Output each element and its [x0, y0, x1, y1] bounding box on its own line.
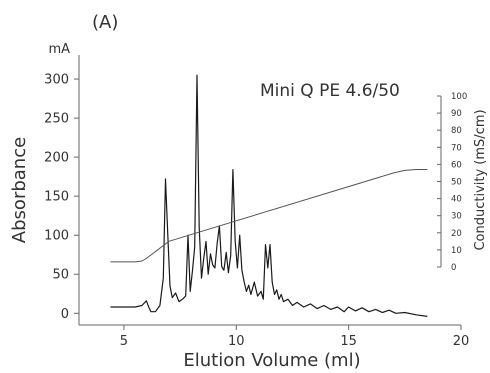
y2-tick-label: 80 [451, 126, 462, 136]
y-unit-label: mA [48, 42, 70, 57]
conductivity-trace [110, 169, 428, 263]
y2-tick-label: 30 [451, 212, 462, 222]
absorbance-trace [110, 74, 428, 317]
y2-tick-label: 50 [451, 178, 462, 188]
y2-tick-label: 60 [451, 160, 462, 170]
y-tick-label: 0 [61, 307, 69, 322]
y2-tick-label: 0 [451, 263, 456, 273]
y-axis-title: Absorbance [9, 137, 30, 243]
y2-tick-label: 90 [451, 109, 462, 119]
y-tick-label: 100 [44, 229, 69, 244]
y-tick-label: 250 [44, 112, 69, 127]
x-axis-title: Elution Volume (ml) [183, 350, 360, 371]
y-tick-label: 200 [44, 151, 69, 166]
y2-tick-label: 40 [451, 195, 462, 205]
y2-tick-label: 100 [451, 92, 467, 102]
y-tick-label: 150 [44, 190, 69, 205]
y-tick-label: 300 [44, 73, 69, 88]
y2-axis-title: Conductivity (mS/cm) [473, 109, 488, 250]
y-tick-label: 50 [52, 268, 69, 283]
series-group [110, 74, 428, 317]
x-tick-label: 20 [453, 334, 470, 349]
y2-tick-label: 70 [451, 143, 462, 153]
annotation-column-name: Mini Q PE 4.6/50 [260, 81, 400, 101]
y2-tick-label: 10 [451, 246, 462, 256]
panel-label: (A) [92, 12, 118, 33]
y2-tick-label: 20 [451, 229, 462, 239]
x-tick-label: 5 [120, 334, 128, 349]
x-tick-label: 15 [340, 334, 357, 349]
x-tick-label: 10 [228, 334, 245, 349]
